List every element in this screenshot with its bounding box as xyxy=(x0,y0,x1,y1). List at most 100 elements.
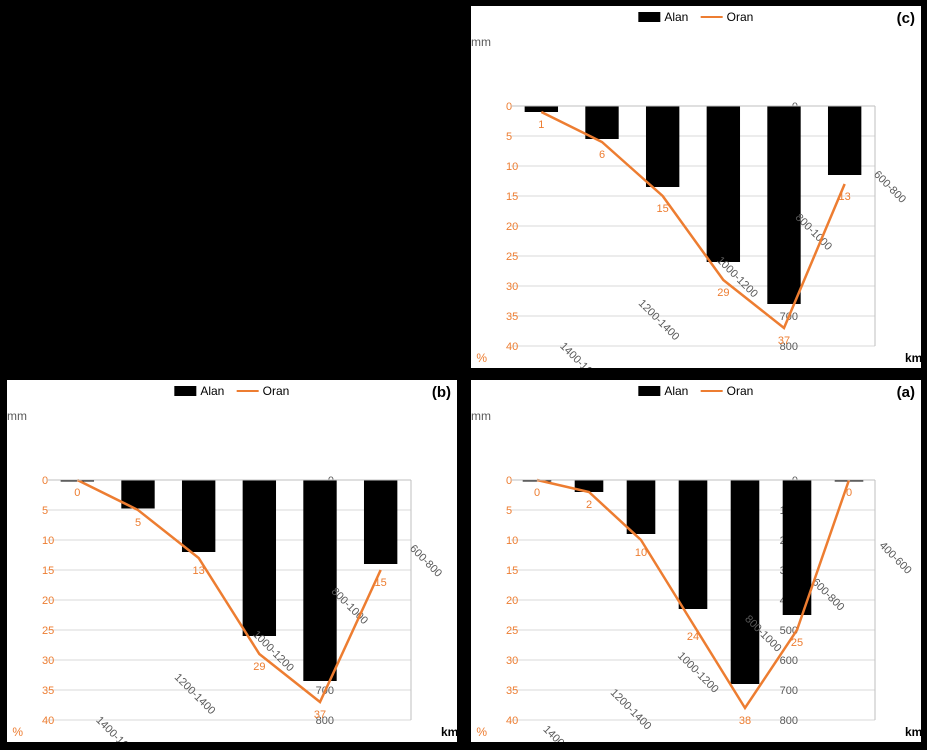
svg-text:0: 0 xyxy=(506,475,512,487)
bar xyxy=(707,106,740,262)
svg-text:1400-1600: 1400-1600 xyxy=(541,723,587,742)
svg-text:13: 13 xyxy=(839,191,851,203)
svg-text:37: 37 xyxy=(778,335,790,347)
svg-text:30: 30 xyxy=(506,281,518,293)
svg-text:600-800: 600-800 xyxy=(809,576,846,613)
svg-text:%: % xyxy=(476,725,487,739)
svg-text:15: 15 xyxy=(506,565,518,577)
svg-text:%: % xyxy=(12,725,23,739)
svg-text:13: 13 xyxy=(193,565,205,577)
svg-text:10: 10 xyxy=(506,161,518,173)
svg-text:20: 20 xyxy=(506,221,518,233)
svg-text:1200-1400: 1200-1400 xyxy=(608,687,654,733)
svg-text:15: 15 xyxy=(657,203,669,215)
svg-text:25: 25 xyxy=(791,637,803,649)
svg-text:10: 10 xyxy=(42,535,54,547)
svg-text:5: 5 xyxy=(506,505,512,517)
svg-text:1200-1400: 1200-1400 xyxy=(636,297,682,343)
svg-text:25: 25 xyxy=(506,625,518,637)
line-swatch xyxy=(237,390,259,392)
svg-text:0: 0 xyxy=(534,487,540,499)
panel-c-legend: Oran Alan xyxy=(639,10,754,24)
bar xyxy=(679,480,708,609)
svg-text:mm: mm xyxy=(471,35,491,49)
legend-line-label: Oran xyxy=(263,384,290,398)
svg-text:km²: km² xyxy=(905,351,921,365)
svg-text:15: 15 xyxy=(42,565,54,577)
svg-text:35: 35 xyxy=(506,685,518,697)
panel-b: (b) Oran Alan 01002003004005006007008000… xyxy=(7,380,457,742)
svg-text:600: 600 xyxy=(780,655,798,667)
svg-text:km²: km² xyxy=(905,725,921,739)
legend-line: Oran xyxy=(701,384,754,398)
svg-text:10: 10 xyxy=(635,547,647,559)
svg-text:800: 800 xyxy=(780,715,798,727)
svg-text:15: 15 xyxy=(506,191,518,203)
bar xyxy=(627,480,656,534)
svg-text:0: 0 xyxy=(506,101,512,113)
svg-text:1400-1600: 1400-1600 xyxy=(557,340,603,368)
svg-text:20: 20 xyxy=(506,595,518,607)
bar xyxy=(828,106,861,175)
svg-text:20: 20 xyxy=(42,595,54,607)
panel-a-legend: Oran Alan xyxy=(639,384,754,398)
bar xyxy=(364,480,397,564)
bar-swatch xyxy=(639,12,661,22)
legend-bar-label: Alan xyxy=(665,10,689,24)
svg-text:40: 40 xyxy=(506,341,518,353)
svg-text:5: 5 xyxy=(506,131,512,143)
panel-a-label: (a) xyxy=(897,384,915,401)
svg-text:38: 38 xyxy=(739,715,751,727)
svg-text:%: % xyxy=(476,351,487,365)
line-swatch xyxy=(701,16,723,18)
svg-text:400-600: 400-600 xyxy=(877,540,914,577)
svg-text:29: 29 xyxy=(253,661,265,673)
panel-a: (a) Oran Alan 01002003004005006007008000… xyxy=(471,380,921,742)
panel-b-label: (b) xyxy=(432,384,451,401)
panel-b-legend: Oran Alan xyxy=(175,384,290,398)
svg-text:40: 40 xyxy=(42,715,54,727)
svg-text:35: 35 xyxy=(506,311,518,323)
bar xyxy=(731,480,760,684)
panel-a-chart: 0100200300400500600700800051015202530354… xyxy=(471,402,921,742)
svg-text:700: 700 xyxy=(780,685,798,697)
svg-text:10: 10 xyxy=(506,535,518,547)
legend-bar-label: Alan xyxy=(665,384,689,398)
svg-text:0: 0 xyxy=(74,487,80,499)
svg-text:29: 29 xyxy=(717,287,729,299)
svg-text:600-800: 600-800 xyxy=(407,543,444,580)
svg-text:km²: km² xyxy=(441,725,457,739)
bar xyxy=(243,480,276,636)
svg-text:2: 2 xyxy=(586,499,592,511)
bar xyxy=(303,480,336,681)
bar xyxy=(585,106,618,139)
bar-swatch xyxy=(639,386,661,396)
svg-text:mm: mm xyxy=(7,409,27,423)
svg-text:24: 24 xyxy=(687,631,699,643)
svg-text:37: 37 xyxy=(314,709,326,721)
svg-text:0: 0 xyxy=(42,475,48,487)
svg-text:6: 6 xyxy=(599,149,605,161)
bar xyxy=(767,106,800,304)
svg-text:40: 40 xyxy=(506,715,518,727)
svg-text:15: 15 xyxy=(375,577,387,589)
svg-text:5: 5 xyxy=(42,505,48,517)
svg-text:1200-1400: 1200-1400 xyxy=(172,671,218,717)
bar xyxy=(525,106,558,112)
svg-text:25: 25 xyxy=(506,251,518,263)
svg-text:35: 35 xyxy=(42,685,54,697)
legend-bar: Alan xyxy=(175,384,225,398)
svg-text:1: 1 xyxy=(538,119,544,131)
legend-line: Oran xyxy=(237,384,290,398)
bar-swatch xyxy=(175,386,197,396)
svg-text:1400-1600: 1400-1600 xyxy=(93,714,139,742)
legend-line-label: Oran xyxy=(727,10,754,24)
svg-text:5: 5 xyxy=(135,517,141,529)
svg-text:30: 30 xyxy=(42,655,54,667)
panel-c-label: (c) xyxy=(897,10,915,27)
bar xyxy=(182,480,215,552)
svg-text:30: 30 xyxy=(506,655,518,667)
legend-bar: Alan xyxy=(639,10,689,24)
legend-line: Oran xyxy=(701,10,754,24)
svg-text:25: 25 xyxy=(42,625,54,637)
